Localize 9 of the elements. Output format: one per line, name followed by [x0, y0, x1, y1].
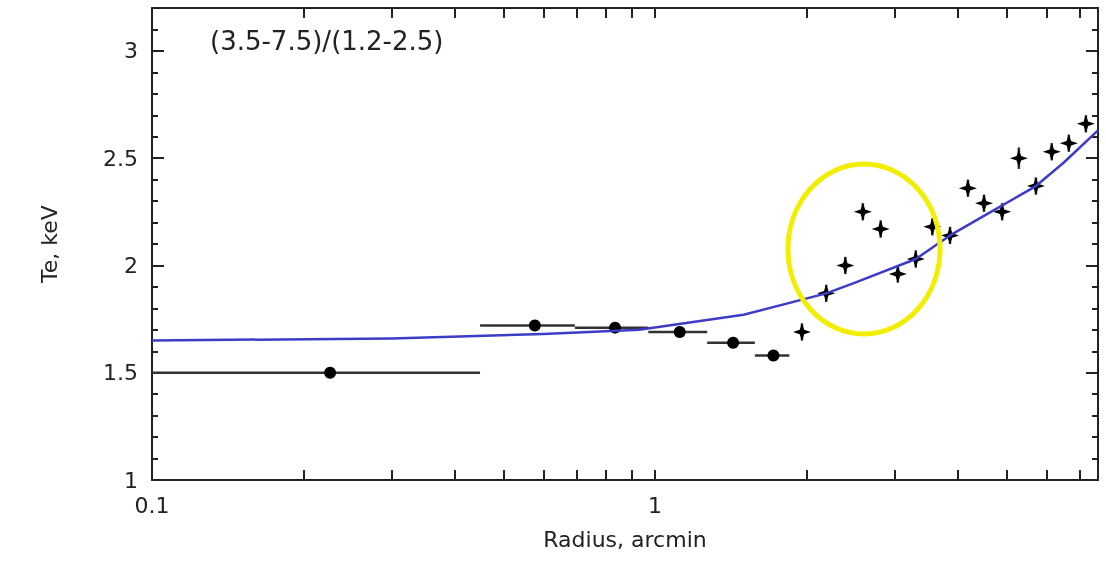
- y-tick-label: 1.5: [103, 360, 138, 386]
- y-axis-title: Te, keV: [36, 205, 62, 284]
- x-tick-label: 0.1: [134, 492, 170, 518]
- y-tick-label: 2: [124, 252, 138, 278]
- y-tick-label: 2.5: [103, 145, 138, 171]
- x-axis-title: Radius, arcmin: [543, 526, 707, 552]
- y-tick-label: 3: [124, 38, 138, 64]
- annotation: (3.5-7.5)/(1.2-2.5): [210, 26, 444, 56]
- y-tick-label: 1: [124, 467, 138, 493]
